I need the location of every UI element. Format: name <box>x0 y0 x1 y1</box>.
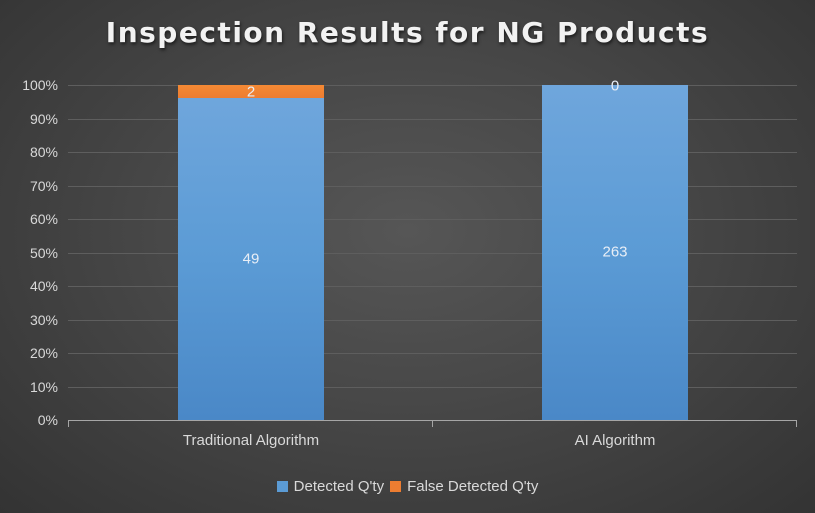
gridline <box>68 386 797 388</box>
y-tick-label: 60% <box>29 211 58 227</box>
y-tick-label: 80% <box>29 144 58 160</box>
y-tick-label: 40% <box>29 278 58 294</box>
legend-label: Detected Q'ty <box>293 478 385 495</box>
x-axis-label-ai: AI Algorithm <box>574 432 656 449</box>
legend: Detected Q'ty False Detected Q'ty <box>0 478 815 495</box>
y-tick-label: 90% <box>29 110 58 127</box>
x-axis-label-traditional: Traditional Algorithm <box>182 432 320 449</box>
y-tick-label: 20% <box>29 345 58 361</box>
gridline <box>68 219 797 220</box>
bar-segment-detected[interactable] <box>178 98 324 420</box>
chart-title: Inspection Results for NG Products <box>105 16 710 49</box>
data-label-detected: 49 <box>242 250 260 268</box>
x-axis-tick <box>432 420 433 427</box>
y-tick-label: 30% <box>29 311 58 328</box>
gridline <box>68 185 797 187</box>
legend-item-detected[interactable]: Detected Q'ty <box>276 478 385 495</box>
x-axis-tick <box>68 420 69 427</box>
data-label-false-detected: 0 <box>610 77 620 95</box>
y-tick-label: 0% <box>37 412 58 428</box>
gridline <box>68 353 797 354</box>
legend-swatch-icon <box>390 481 402 492</box>
data-label-false-detected: 2 <box>246 83 256 101</box>
data-label-detected: 263 <box>602 243 628 261</box>
legend-swatch-icon <box>276 481 288 492</box>
plot-area: 2 49 0 263 <box>68 78 797 420</box>
y-tick-label: 70% <box>29 177 58 194</box>
gridline <box>68 319 797 321</box>
gridline <box>68 85 797 86</box>
bar-segment-detected[interactable] <box>542 85 688 420</box>
legend-label: False Detected Q'ty <box>407 478 539 495</box>
legend-item-false-detected[interactable]: False Detected Q'ty <box>390 478 538 495</box>
x-axis-tick <box>796 420 797 427</box>
bar-segment-false-detected[interactable] <box>178 85 324 98</box>
gridline <box>68 118 797 120</box>
bar-ai-algorithm[interactable]: 0 263 <box>542 78 688 420</box>
y-tick-label: 100% <box>22 77 58 93</box>
gridline <box>68 252 797 254</box>
y-tick-label: 10% <box>29 378 58 395</box>
bar-traditional-algorithm[interactable]: 2 49 <box>178 83 324 420</box>
gridline <box>68 286 797 287</box>
gridline <box>68 152 797 153</box>
y-tick-label: 50% <box>29 244 58 261</box>
